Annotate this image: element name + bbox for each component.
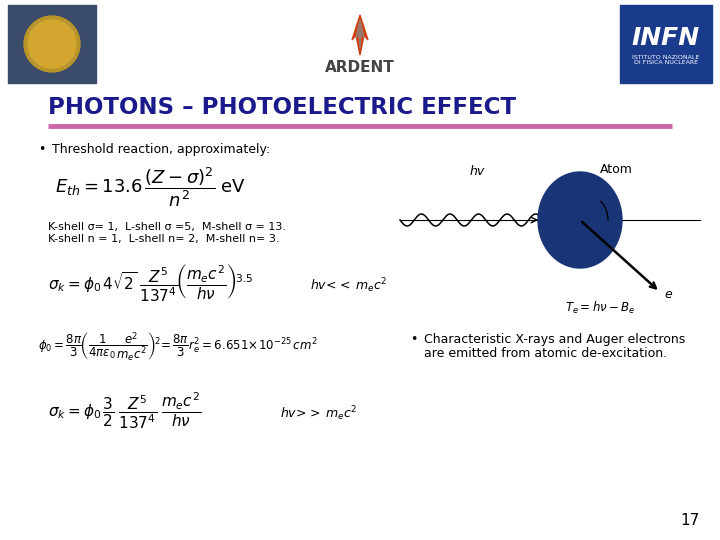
Text: $hv\!>\!>\;m_e c^2$: $hv\!>\!>\;m_e c^2$ <box>280 404 357 423</box>
Text: $\phi_0 = \dfrac{8\pi}{3}\!\left(\dfrac{1}{4\pi\varepsilon_0}\dfrac{e^2}{m_e c^2: $\phi_0 = \dfrac{8\pi}{3}\!\left(\dfrac{… <box>38 330 318 363</box>
Text: $hv\!<\!<\;m_e c^2$: $hv\!<\!<\;m_e c^2$ <box>310 276 387 295</box>
Polygon shape <box>356 20 364 48</box>
Text: K-shell n = 1,  L-shell n= 2,  M-shell n= 3.: K-shell n = 1, L-shell n= 2, M-shell n= … <box>48 234 279 244</box>
Text: $\sigma_k = \phi_0\,\dfrac{3}{2}\;\dfrac{Z^5}{137^4}\;\dfrac{m_e c^2}{h\nu}$: $\sigma_k = \phi_0\,\dfrac{3}{2}\;\dfrac… <box>48 390 202 431</box>
Text: $\sigma_k = \phi_0\,4\sqrt{2}\;\dfrac{Z^5}{137^4}\!\left(\dfrac{m_e c^2}{h\nu}\r: $\sigma_k = \phi_0\,4\sqrt{2}\;\dfrac{Z^… <box>48 262 253 303</box>
Text: hv: hv <box>470 165 485 178</box>
Ellipse shape <box>538 172 622 268</box>
Text: θ: θ <box>610 228 618 241</box>
Circle shape <box>24 16 80 72</box>
Text: •: • <box>410 333 418 346</box>
Text: ARDENT: ARDENT <box>325 60 395 75</box>
Text: Atom: Atom <box>600 163 633 176</box>
Text: •: • <box>38 143 45 156</box>
Bar <box>620 5 712 83</box>
Text: PHOTONS – PHOTOELECTRIC EFFECT: PHOTONS – PHOTOELECTRIC EFFECT <box>48 97 516 119</box>
Text: 17: 17 <box>680 513 700 528</box>
Text: $T_e = h\nu - B_e$: $T_e = h\nu - B_e$ <box>565 300 635 316</box>
Text: K-shell σ= 1,  L-shell σ =5,  M-shell σ = 13.: K-shell σ= 1, L-shell σ =5, M-shell σ = … <box>48 222 286 232</box>
Text: INFN: INFN <box>632 26 700 50</box>
Text: Characteristic X-rays and Auger electrons: Characteristic X-rays and Auger electron… <box>424 333 685 346</box>
Circle shape <box>28 20 76 68</box>
Text: are emitted from atomic de-excitation.: are emitted from atomic de-excitation. <box>424 347 667 360</box>
Text: e: e <box>664 288 672 301</box>
Bar <box>8 5 96 83</box>
Text: ISTITUTO NAZIONALE
DI FISICA NUCLEARE: ISTITUTO NAZIONALE DI FISICA NUCLEARE <box>632 55 700 65</box>
Polygon shape <box>352 15 368 55</box>
Text: Threshold reaction, approximately:: Threshold reaction, approximately: <box>52 143 270 156</box>
Text: $E_{th} = 13.6\,\dfrac{(Z-\sigma)^2}{n^2}\;\mathrm{eV}$: $E_{th} = 13.6\,\dfrac{(Z-\sigma)^2}{n^2… <box>55 165 246 209</box>
